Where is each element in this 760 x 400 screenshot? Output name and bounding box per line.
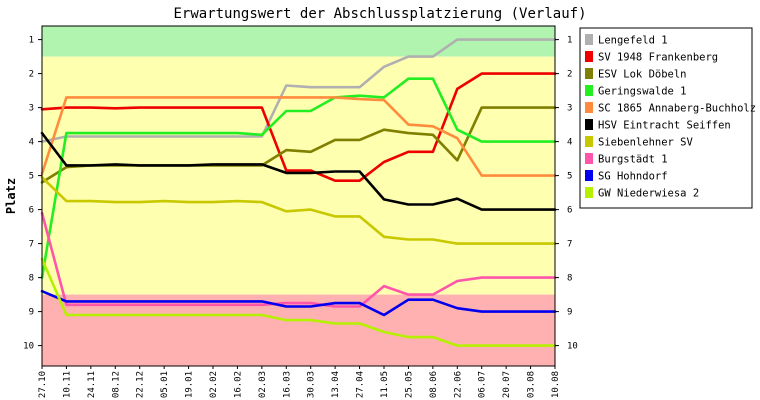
chart-title: Erwartungswert der Abschlussplatzierung …: [173, 6, 586, 22]
legend-swatch-2: [585, 68, 593, 79]
legend-swatch-1: [585, 51, 593, 62]
y-tick-label-left-4: 5: [29, 172, 34, 182]
legend-swatch-4: [585, 102, 593, 113]
x-tick-label-19: 20.07: [502, 371, 512, 398]
y-tick-label-right-4: 5: [567, 172, 572, 182]
legend-label-0: Lengefeld 1: [598, 35, 668, 47]
series-line-5: [40, 131, 557, 211]
legend-box: [579, 27, 753, 209]
y-tick-label-left-7: 8: [29, 274, 34, 284]
y-tick-label-right-5: 6: [567, 206, 572, 216]
y-tick-label-right-9: 10: [567, 342, 578, 352]
legend-label-6: Siebenlehner SV: [598, 137, 694, 149]
legend-label-9: GW Niederwiesa 2: [598, 188, 699, 200]
legend-swatch-9: [585, 187, 593, 198]
legend-swatch-8: [585, 170, 593, 181]
x-tick-label-20: 03.08: [527, 371, 537, 398]
x-tick-label-3: 08.12: [111, 371, 121, 398]
y-tick-label-left-0: 1: [29, 36, 34, 46]
x-tick-label-13: 27.04: [356, 371, 366, 398]
y-tick-label-right-0: 1: [567, 36, 572, 46]
legend-swatch-5: [585, 119, 593, 130]
x-tick-label-10: 16.03: [282, 371, 292, 398]
legend-label-4: SC 1865 Annaberg-Buchholz: [598, 103, 756, 115]
y-tick-label-right-1: 2: [567, 70, 572, 80]
y-tick-label-right-7: 8: [567, 274, 572, 284]
legend-label-3: Geringswalde 1: [598, 86, 687, 98]
x-tick-label-8: 16.02: [233, 371, 243, 398]
y-tick-label-left-8: 9: [29, 308, 34, 318]
y-tick-label-left-1: 2: [29, 70, 34, 80]
y-tick-label-left-3: 4: [29, 138, 34, 148]
band-0: [42, 26, 555, 57]
x-tick-label-15: 25.05: [404, 371, 414, 398]
series-line-6: [40, 176, 557, 245]
plot-frame: [41, 25, 556, 367]
legend-label-8: SG Hohndorf: [598, 171, 668, 183]
x-tick-label-12: 13.04: [331, 371, 341, 398]
x-axis: 27.10 10.11 24.11 08.12 22.12 05.01 19.01 02.02…: [38, 366, 561, 398]
x-tick-label-14: 11.05: [380, 371, 390, 398]
series-line-0: [40, 38, 557, 143]
band-1: [42, 56, 555, 295]
legend-swatch-7: [585, 153, 593, 164]
legend-label-5: HSV Eintracht Seiffen: [598, 120, 731, 132]
legend-swatch-6: [585, 136, 593, 147]
x-tick-label-9: 02.03: [258, 371, 268, 398]
x-tick-label-18: 06.07: [478, 371, 488, 398]
y-tick-label-right-2: 3: [567, 104, 572, 114]
legend-swatch-0: [585, 34, 593, 45]
x-tick-label-0: 27.10: [38, 371, 48, 398]
series-lines: [40, 38, 557, 347]
y-axis-right: 1 2 3 4 5 6 7 8 9 10: [555, 36, 578, 352]
x-tick-label-2: 24.11: [87, 371, 97, 398]
series-line-1: [40, 72, 557, 182]
x-tick-label-5: 05.01: [160, 371, 170, 398]
x-tick-label-4: 22.12: [136, 371, 146, 398]
series-line-3: [40, 77, 557, 279]
series-line-4: [40, 96, 557, 177]
legend-label-1: SV 1948 Frankenberg: [598, 52, 718, 64]
y-axis-left: 1 2 3 4 5 6 7 8 9 10: [23, 36, 42, 352]
y-tick-label-right-3: 4: [567, 138, 572, 148]
y-tick-label-left-6: 7: [29, 240, 34, 250]
legend: Lengefeld 1 SV 1948 Frankenberg ESV Lok Dö…: [579, 27, 756, 209]
y-tick-label-left-2: 3: [29, 104, 34, 114]
series-line-8: [40, 289, 557, 317]
x-tick-label-11: 30.03: [307, 371, 317, 398]
y-tick-label-right-8: 9: [567, 308, 572, 318]
y-tick-label-left-9: 10: [23, 342, 34, 352]
y-axis-label: Platz: [4, 178, 18, 214]
x-tick-label-6: 19.01: [185, 371, 195, 398]
x-tick-label-1: 10.11: [62, 371, 72, 398]
x-tick-label-16: 08.06: [429, 371, 439, 398]
y-tick-label-left-5: 6: [29, 206, 34, 216]
series-line-9: [40, 257, 557, 347]
x-tick-label-17: 22.06: [453, 371, 463, 398]
legend-label-7: Burgstädt 1: [598, 154, 668, 166]
series-line-7: [40, 211, 557, 308]
legend-label-2: ESV Lok Döbeln: [598, 69, 687, 81]
legend-swatch-3: [585, 85, 593, 96]
x-tick-label-7: 02.02: [209, 371, 219, 398]
y-tick-label-right-6: 7: [567, 240, 572, 250]
x-tick-label-21: 10.08: [551, 371, 561, 398]
